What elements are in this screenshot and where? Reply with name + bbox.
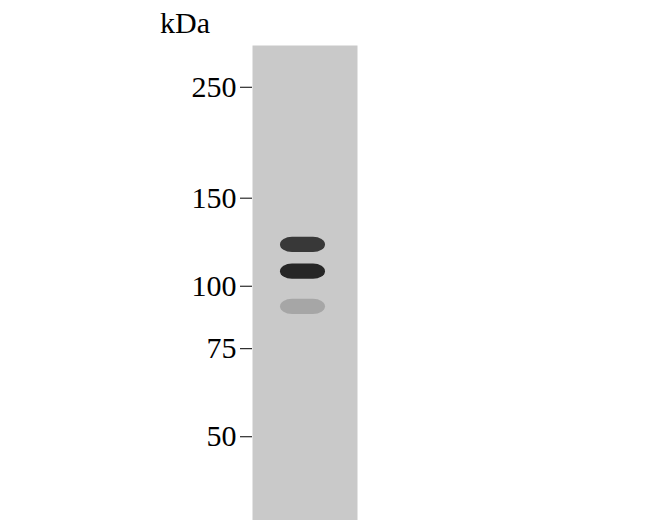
svg-text:75: 75: [207, 331, 237, 364]
svg-text:100: 100: [192, 269, 237, 302]
html-text:kDa: kDa: [160, 6, 210, 39]
svg-text:150: 150: [192, 181, 237, 214]
svg-text:250: 250: [192, 70, 237, 103]
svg-text:50: 50: [207, 419, 237, 452]
